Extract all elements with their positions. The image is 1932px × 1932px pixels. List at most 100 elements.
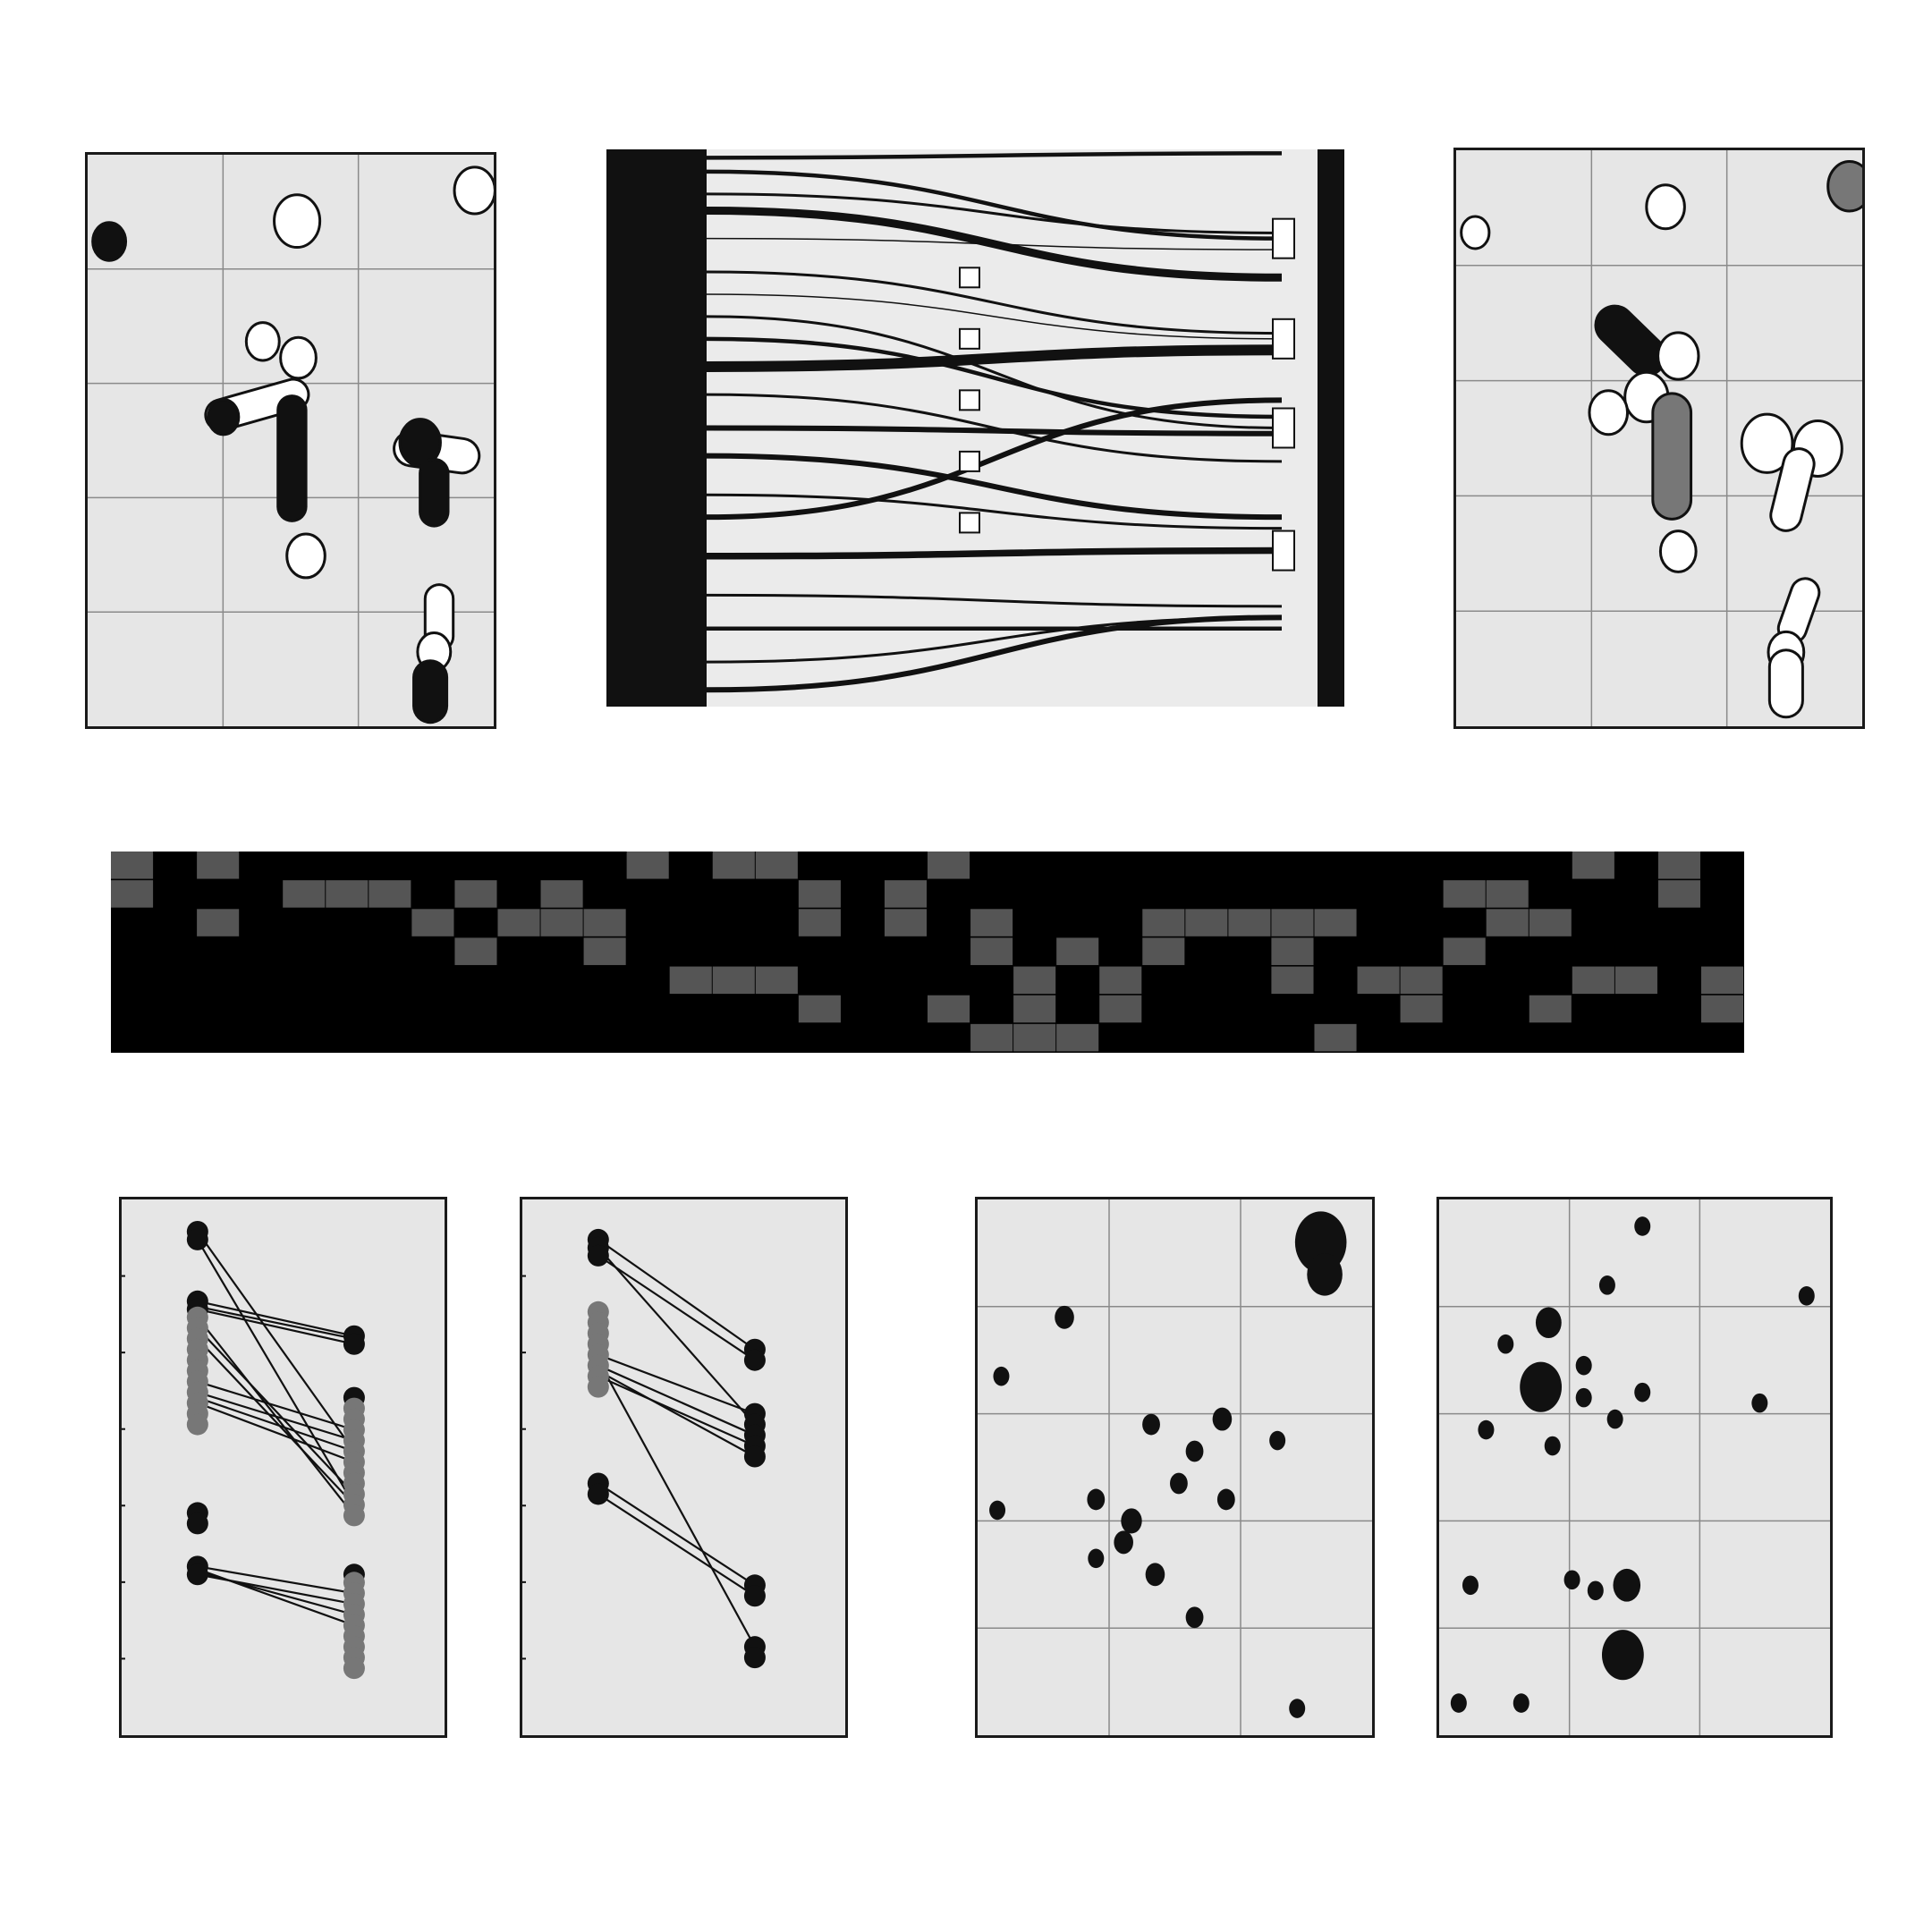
scatter-point [1145, 1563, 1165, 1587]
scatter-point [1798, 1286, 1815, 1306]
pair-line [597, 1493, 756, 1597]
raster-cell [970, 937, 1013, 965]
scatter-point [1269, 1430, 1286, 1451]
raster-cell [1486, 909, 1529, 936]
sankey-mid-node [959, 267, 980, 289]
blob-mark [1588, 389, 1630, 436]
raster-cell [497, 909, 540, 936]
pair-line [197, 1380, 355, 1431]
sankey-flow [706, 169, 1283, 241]
sankey-flows-plot [606, 149, 1344, 707]
scatter-point [1513, 1693, 1530, 1713]
raster-cell [583, 909, 626, 936]
raster-cell [1099, 995, 1142, 1023]
event-raster-plot [111, 852, 1744, 1052]
raster-cell [928, 852, 970, 879]
pair-line [197, 1300, 355, 1337]
blob-mark [244, 321, 281, 362]
raster-cell [1013, 966, 1056, 995]
scatter-point [1634, 1216, 1651, 1236]
left-point [587, 1376, 609, 1398]
sankey-target-node [1272, 407, 1295, 449]
scatter-grid-b-panel [1436, 1197, 1833, 1738]
blob-mark [91, 221, 128, 262]
scatter-point [1575, 1387, 1592, 1408]
scatter-point [1462, 1575, 1479, 1596]
scatter-point [1450, 1693, 1467, 1713]
scatter-point [1535, 1307, 1562, 1339]
scatter-point [1185, 1440, 1204, 1462]
pair-line [197, 1305, 355, 1340]
sankey-flow [706, 593, 1283, 608]
right-point [743, 1585, 766, 1607]
raster-cell [583, 937, 626, 965]
sankey-flow [706, 425, 1283, 436]
scatter-point [1087, 1488, 1106, 1511]
blob-grid-right-panel [1453, 148, 1865, 729]
raster-cell [411, 909, 454, 936]
scatter-point [1497, 1334, 1514, 1354]
left-point [587, 1483, 609, 1505]
pair-line [597, 1369, 756, 1458]
blob-mark [1645, 183, 1686, 231]
raster-cell [1657, 880, 1700, 908]
sankey-mid-node [959, 512, 980, 534]
right-point [743, 1349, 766, 1371]
scatter-point [1478, 1419, 1495, 1440]
capsule-mark [1772, 450, 1813, 530]
raster-cell [369, 880, 411, 908]
left-point [186, 1563, 208, 1586]
raster-cell [1400, 995, 1443, 1023]
sankey-mid-node [959, 327, 980, 350]
scatter-point [1575, 1355, 1592, 1376]
raster-cell [1529, 909, 1572, 936]
scatter-point [1216, 1488, 1235, 1511]
sankey-target-node [1272, 318, 1295, 360]
raster-cell [1228, 909, 1271, 936]
scatter-point [1114, 1530, 1133, 1555]
blob-grid-left-panel [85, 152, 496, 729]
raster-cell [1614, 966, 1657, 995]
raster-cell [884, 909, 928, 936]
pair-line [197, 1327, 355, 1496]
raster-cell [1400, 966, 1443, 995]
blob-grid-left-plot [88, 155, 494, 726]
scatter-point [1751, 1393, 1768, 1413]
raster-cell [1099, 966, 1142, 995]
raster-cell [1529, 995, 1572, 1023]
pair-line [197, 1337, 355, 1506]
blob-mark [279, 335, 318, 380]
pair-line [196, 1231, 355, 1453]
raster-cell [1657, 852, 1700, 879]
paired-lines-b-plot [522, 1228, 766, 1669]
raster-cell [1443, 937, 1486, 965]
sankey-flow [706, 547, 1283, 560]
left-point [186, 1413, 208, 1436]
raster-cell [712, 852, 755, 879]
raster-cell [1271, 937, 1314, 965]
scatter-point [1520, 1361, 1563, 1412]
pair-line [197, 1308, 355, 1345]
sankey-target-node [1272, 530, 1295, 572]
scatter-grid-a-plot [978, 1199, 1372, 1735]
sankey-flow [706, 453, 1283, 521]
scatter-point [1170, 1472, 1188, 1495]
pair-line [197, 1402, 355, 1463]
blob-mark [285, 532, 326, 580]
pair-line [597, 1482, 756, 1587]
raster-cell [1700, 966, 1744, 995]
blob-mark [398, 418, 442, 468]
raster-cell [626, 852, 669, 879]
raster-cell [1700, 995, 1744, 1023]
scatter-point [1634, 1382, 1651, 1402]
raster-cell [1271, 909, 1314, 936]
blob-mark [1740, 412, 1794, 474]
pair-line [597, 1254, 756, 1361]
scatter-point [1587, 1580, 1604, 1601]
raster-cell [1443, 880, 1486, 908]
sankey-flow [706, 493, 1283, 530]
pair-line [597, 1364, 756, 1436]
blob-mark [207, 398, 241, 436]
raster-cell [1572, 852, 1614, 879]
raster-cell [712, 966, 755, 995]
